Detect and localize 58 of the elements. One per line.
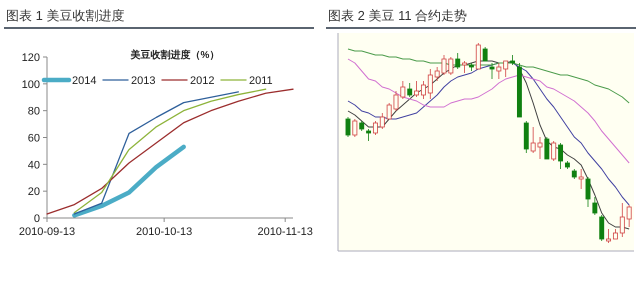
candlestick <box>592 196 598 216</box>
line-series <box>46 88 294 215</box>
candlestick <box>352 118 358 138</box>
candlestick <box>503 60 508 78</box>
candlestick <box>612 228 618 240</box>
y-tick-label: 80 <box>28 106 40 118</box>
candlestick <box>482 46 488 62</box>
candlestick <box>510 54 516 66</box>
x-tick-label: 2010-09-13 <box>18 226 76 238</box>
candlestick <box>544 136 550 160</box>
candlestick <box>386 102 392 120</box>
candlestick <box>400 80 406 100</box>
line-series <box>72 144 186 218</box>
candlestick <box>558 142 564 170</box>
candlestick <box>394 90 398 112</box>
y-tick-label: 0 <box>34 213 40 225</box>
legend-label: 2011 <box>249 75 273 87</box>
candlestick <box>420 80 426 100</box>
candlestick <box>496 62 502 80</box>
line-series <box>74 91 239 215</box>
candlestick <box>606 228 612 244</box>
candlestick <box>476 42 481 70</box>
candlestick <box>442 54 446 76</box>
candlestick <box>372 120 378 136</box>
y-tick-label: 20 <box>28 186 40 198</box>
candlestick <box>538 136 542 160</box>
candlestick <box>551 140 556 162</box>
candlestick <box>366 128 372 142</box>
candlestick <box>346 116 350 138</box>
candlestick <box>490 62 494 80</box>
candlestick <box>572 168 577 180</box>
candlestick <box>620 202 625 238</box>
y-tick-label: 100 <box>22 78 40 91</box>
candlestick <box>380 112 385 130</box>
candlestick <box>359 120 364 132</box>
candlestick <box>428 68 433 100</box>
y-tick-label: 60 <box>28 132 40 144</box>
x-tick-label: 2010-10-13 <box>136 226 192 238</box>
candlestick <box>434 66 440 82</box>
legend-label: 2014 <box>72 75 96 87</box>
y-tick-label: 120 <box>22 52 40 64</box>
line-series <box>74 88 266 214</box>
x-tick-label: 2010-11-13 <box>257 226 313 238</box>
chart-subtitle: 美豆收割进度（%） <box>130 49 220 61</box>
candlestick <box>578 168 584 190</box>
candlestick <box>599 214 604 242</box>
candlestick <box>407 82 412 98</box>
legend-label: 2012 <box>190 75 214 87</box>
candlestick <box>462 60 468 74</box>
candlestick <box>414 80 420 98</box>
candlestick <box>530 126 536 154</box>
candlestick <box>455 52 460 70</box>
y-tick-label: 40 <box>28 159 40 172</box>
chart-title: 图表 1 美豆收割进度 <box>6 8 124 23</box>
legend-label: 2013 <box>131 75 156 87</box>
candlestick <box>586 176 590 208</box>
chart-title: 图表 2 美豆 11 合约走势 <box>328 8 468 23</box>
candlestick <box>448 56 454 76</box>
